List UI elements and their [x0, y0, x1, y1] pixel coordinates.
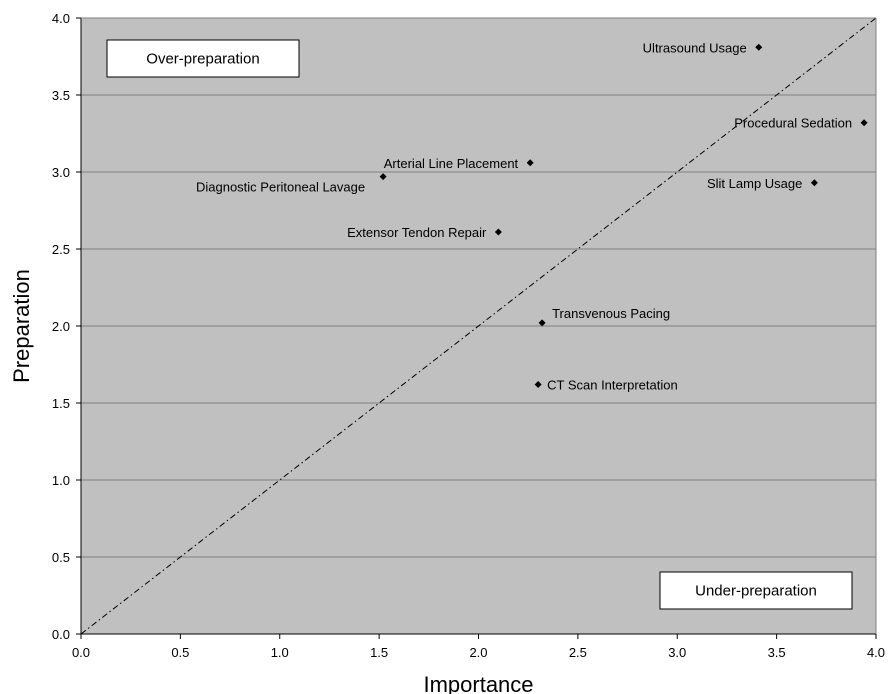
y-tick-label: 2.0: [52, 319, 70, 334]
y-axis-ticks: 0.0 0.5 1.0 1.5 2.0 2.5 3.0 3.5 4.0: [52, 11, 81, 642]
data-point: [755, 43, 763, 51]
x-tick-label: 3.0: [668, 645, 686, 660]
data-point: [494, 228, 502, 236]
x-tick-label: 0.0: [72, 645, 90, 660]
annotations: Over-preparation Under-preparation: [106, 39, 853, 610]
x-axis-ticks: 0.0 0.5 1.0 1.5 2.0 2.5 3.0 3.5 4.0: [72, 634, 885, 660]
data-point-label: Arterial Line Placement: [384, 156, 519, 171]
x-tick-label: 0.5: [171, 645, 189, 660]
data-point: [810, 179, 818, 187]
y-tick-label: 4.0: [52, 11, 70, 26]
data-point-label: Transvenous Pacing: [552, 306, 670, 321]
y-tick-label: 3.0: [52, 165, 70, 180]
data-point: [860, 119, 868, 127]
data-point-label: Slit Lamp Usage: [707, 176, 802, 191]
x-tick-label: 3.5: [768, 645, 786, 660]
x-tick-label: 1.0: [271, 645, 289, 660]
y-tick-label: 1.5: [52, 396, 70, 411]
data-point: [538, 319, 546, 327]
data-point: [526, 159, 534, 167]
x-tick-label: 4.0: [867, 645, 885, 660]
y-tick-label: 1.0: [52, 473, 70, 488]
data-point-label: Diagnostic Peritoneal Lavage: [196, 180, 365, 195]
data-point: [534, 381, 542, 389]
data-point-label: Procedural Sedation: [734, 116, 852, 131]
x-tick-label: 2.0: [469, 645, 487, 660]
data-point-label: CT Scan Interpretation: [547, 378, 678, 393]
y-axis-title: Preparation: [9, 269, 34, 383]
x-tick-label: 1.5: [370, 645, 388, 660]
data-point-label: Extensor Tendon Repair: [347, 225, 487, 240]
y-tick-label: 3.5: [52, 88, 70, 103]
y-tick-label: 2.5: [52, 242, 70, 257]
data-point-label: Ultrasound Usage: [643, 40, 747, 55]
annotation-label: Over-preparation: [146, 51, 259, 68]
data-point: [379, 173, 387, 181]
annotation-box: [106, 39, 300, 78]
x-axis-title: Importance: [423, 672, 533, 694]
x-tick-label: 2.5: [569, 645, 587, 660]
annotation-box: [659, 571, 853, 610]
reference-line: [80, 17, 877, 635]
y-tick-label: 0.0: [52, 627, 70, 642]
y-tick-label: 0.5: [52, 550, 70, 565]
annotation-label: Under-preparation: [695, 583, 817, 600]
data-points: Ultrasound Usage Procedural Sedation Arter…: [196, 40, 868, 393]
